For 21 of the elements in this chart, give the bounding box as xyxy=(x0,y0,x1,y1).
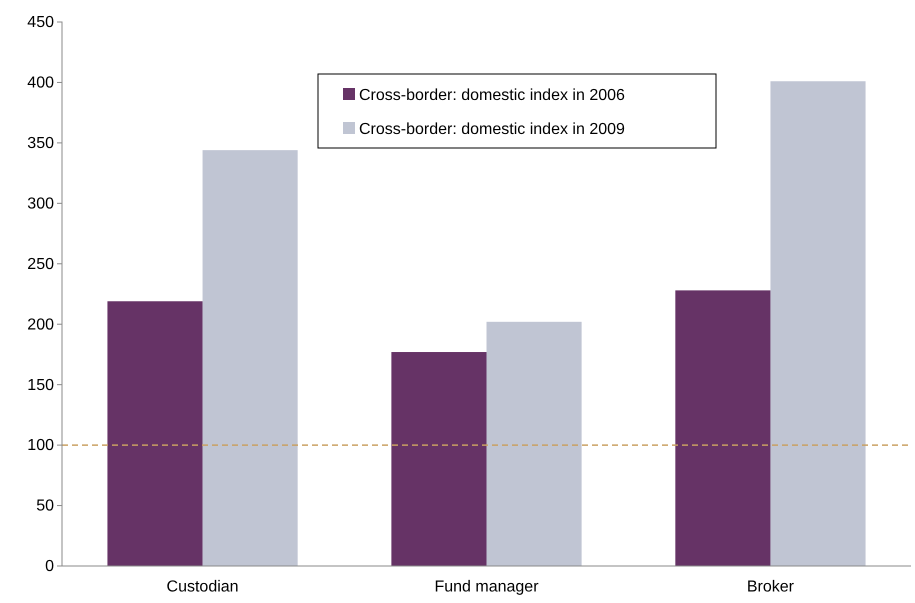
legend-label: Cross-border: domestic index in 2006 xyxy=(359,87,626,104)
y-tick-label: 400 xyxy=(27,74,54,92)
y-tick-label: 350 xyxy=(27,135,54,152)
bar xyxy=(675,290,770,566)
legend-label: Cross-border: domestic index in 2009 xyxy=(359,121,626,138)
x-tick-label: Broker xyxy=(746,578,795,596)
y-tick-label: 0 xyxy=(45,558,54,576)
bar xyxy=(107,301,203,566)
bar xyxy=(202,150,298,566)
y-tick-label: 300 xyxy=(27,195,54,212)
y-tick-label: 50 xyxy=(36,498,54,515)
y-tick-label: 200 xyxy=(27,316,54,334)
y-tick-label: 450 xyxy=(27,14,54,32)
x-tick-label: Fund manager xyxy=(434,578,540,596)
bar xyxy=(391,352,486,566)
bar xyxy=(770,81,866,566)
y-tick-label: 250 xyxy=(27,256,54,273)
y-tick-label: 100 xyxy=(27,437,54,454)
x-tick-label: Custodian xyxy=(166,578,239,596)
bar xyxy=(486,322,582,566)
y-tick-label: 150 xyxy=(27,376,54,394)
